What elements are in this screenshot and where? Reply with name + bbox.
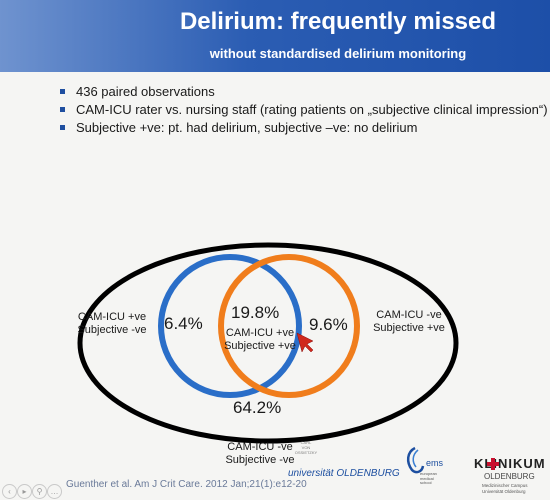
ems-small-text: european medical school [420, 471, 437, 485]
bottom-label: CAM-ICU -ve Subjective -ve [225, 441, 295, 466]
citation: Guenther et al. Am J Crit Care. 2012 Jan… [66, 479, 307, 490]
ems-text: ems [426, 458, 444, 468]
zoom-icon[interactable]: ⚲ [32, 484, 47, 499]
next-slide-button[interactable]: ▸ [17, 484, 32, 499]
subjective-circle [218, 254, 360, 398]
slide-subtitle: without standardised delirium monitoring [209, 46, 467, 61]
ems-logo: ems european medical school [404, 446, 444, 486]
slide-toolbar: ‹ ▸ ⚲ … [0, 482, 62, 500]
center-percentage: 19.8% [231, 303, 280, 322]
klinikum-oldenburg-logo: KLINIKUM OLDENBURG Medizinischer Campus … [470, 456, 550, 500]
university-oldenburg-logo: CARL VON OSSIETZKY universität OLDENBURG [288, 440, 400, 480]
slide-header: Delirium: frequently missed without stan… [0, 0, 550, 72]
ems-swirl-icon [406, 446, 425, 474]
university-small-text: CARL VON OSSIETZKY [294, 440, 318, 455]
left-label: CAM-ICU +ve Subjective -ve [77, 311, 147, 336]
cross-icon [487, 458, 499, 470]
outer-ellipse [77, 242, 459, 444]
right-percentage: 9.6% [309, 315, 348, 334]
right-label: CAM-ICU -ve Subjective +ve [373, 309, 445, 334]
mouse-pointer-icon [296, 332, 314, 353]
klinikum-name: KLINIKUM [474, 456, 546, 471]
left-percentage: 6.4% [164, 314, 203, 333]
bullet-item: Subjective +ve: pt. had delirium, subjec… [60, 119, 548, 137]
more-options-button[interactable]: … [47, 484, 62, 499]
center-label: CAM-ICU +ve Subjective +ve [224, 327, 296, 352]
cam-icu-circle [158, 254, 302, 398]
bullet-item: 436 paired observations [60, 83, 548, 101]
klinikum-small-text: Medizinischer Campus Universität Oldenbu… [482, 483, 528, 494]
university-name: universität OLDENBURG [288, 468, 400, 479]
bottom-percentage: 64.2% [233, 398, 282, 417]
bullet-item: CAM-ICU rater vs. nursing staff (rating … [60, 101, 548, 119]
slide-title: Delirium: frequently missed [179, 8, 497, 35]
previous-slide-button[interactable]: ‹ [2, 484, 17, 499]
bullet-list: 436 paired observations CAM-ICU rater vs… [60, 83, 548, 137]
klinikum-city: OLDENBURG [484, 472, 535, 481]
